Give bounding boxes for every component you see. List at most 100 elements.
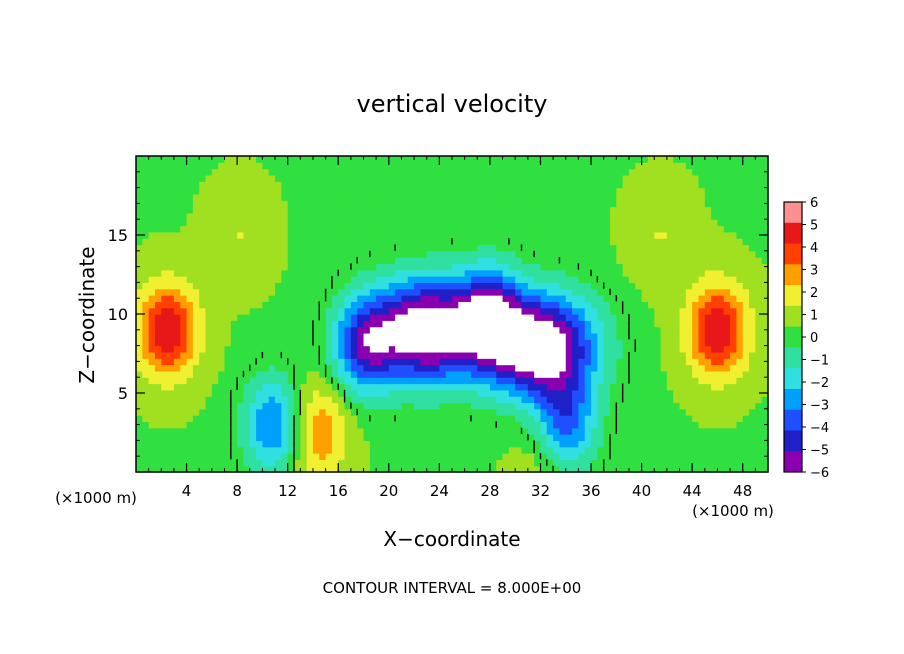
heat-cell: [325, 415, 333, 423]
heat-cell: [218, 193, 226, 201]
heat-cell: [717, 440, 725, 448]
heat-cell: [420, 225, 428, 233]
heat-cell: [597, 345, 605, 353]
heat-cell: [401, 453, 409, 460]
heat-cell: [414, 295, 421, 302]
heat-cell: [660, 364, 668, 372]
heat-cell: [730, 345, 737, 353]
heat-cell: [395, 427, 403, 435]
heat-cell: [742, 345, 750, 353]
heat-cell: [218, 364, 226, 372]
heat-cell: [755, 314, 763, 321]
heat-cell: [761, 396, 769, 404]
heat-cell: [218, 295, 226, 302]
heat-cell: [319, 427, 327, 435]
heat-cell: [685, 332, 693, 340]
heat-cell: [306, 358, 314, 366]
heat-cell: [647, 408, 655, 416]
heat-cell: [673, 358, 681, 366]
heat-cell: [224, 446, 232, 454]
heat-cell: [414, 332, 421, 340]
heat-cell: [489, 162, 497, 170]
heat-cell: [508, 345, 516, 353]
heat-cell: [578, 257, 586, 265]
heat-cell: [395, 231, 403, 239]
heat-cell: [546, 364, 554, 372]
heat-cell: [660, 238, 668, 246]
heat-cell: [199, 459, 207, 467]
heat-cell: [388, 206, 396, 214]
heat-cell: [622, 301, 630, 309]
heat-cell: [306, 459, 314, 467]
heat-cell: [483, 174, 491, 182]
heat-cell: [180, 301, 188, 309]
heat-cell: [584, 231, 592, 239]
heat-cell: [230, 408, 238, 416]
heat-cell: [546, 320, 554, 328]
heat-cell: [496, 181, 504, 189]
heat-cell: [477, 314, 485, 321]
heat-cell: [610, 427, 617, 435]
heat-cell: [325, 276, 333, 283]
heat-cell: [281, 276, 289, 283]
heat-cell: [660, 314, 668, 321]
heat-cell: [395, 288, 403, 296]
heat-cell: [161, 200, 169, 208]
heat-cell: [749, 434, 756, 441]
heat-cell: [452, 187, 459, 195]
heat-cell: [641, 415, 649, 423]
heat-cell: [540, 364, 548, 372]
heat-cell: [142, 440, 150, 448]
heat-cell: [192, 453, 200, 460]
heat-cell: [736, 156, 744, 163]
heat-cell: [603, 415, 611, 423]
heat-cell: [382, 389, 390, 397]
heat-cell: [610, 276, 617, 283]
heat-cell: [628, 181, 636, 189]
heat-cell: [287, 358, 295, 366]
heat-cell: [477, 383, 485, 391]
heat-cell: [660, 465, 668, 473]
heat-cell: [553, 389, 561, 397]
heat-cell: [224, 383, 232, 391]
heat-cell: [186, 250, 194, 258]
heat-cell: [616, 244, 624, 252]
heat-cell: [224, 358, 232, 366]
heat-cell: [287, 181, 295, 189]
heat-cell: [635, 257, 643, 265]
heat-cell: [268, 156, 276, 163]
heat-cell: [540, 156, 548, 163]
heat-cell: [249, 250, 257, 258]
heat-cell: [268, 212, 276, 220]
heat-cell: [458, 238, 466, 246]
heat-cell: [458, 231, 466, 239]
heat-cell: [363, 238, 371, 246]
heat-cell: [730, 421, 737, 429]
heat-cell: [685, 263, 693, 271]
heat-cell: [249, 295, 257, 302]
heat-cell: [673, 434, 681, 441]
heat-cell: [414, 219, 421, 227]
heat-cell: [698, 383, 706, 391]
heat-cell: [464, 257, 472, 265]
heat-cell: [736, 219, 744, 227]
heat-cell: [369, 332, 377, 340]
heat-cell: [154, 181, 162, 189]
heat-cell: [546, 326, 554, 334]
heat-cell: [211, 421, 219, 429]
heat-cell: [249, 282, 257, 290]
heat-cell: [553, 465, 561, 473]
heat-cell: [679, 332, 687, 340]
heat-cell: [369, 301, 377, 309]
heat-cell: [565, 364, 573, 372]
heat-cell: [616, 276, 624, 283]
heat-cell: [439, 358, 447, 366]
heat-cell: [730, 339, 737, 347]
heat-cell: [692, 389, 700, 397]
heat-cell: [559, 415, 567, 423]
heat-cell: [654, 193, 662, 201]
heat-cell: [647, 238, 655, 246]
heat-cell: [464, 276, 472, 283]
heat-cell: [540, 301, 548, 309]
plot-area: [135, 155, 769, 473]
